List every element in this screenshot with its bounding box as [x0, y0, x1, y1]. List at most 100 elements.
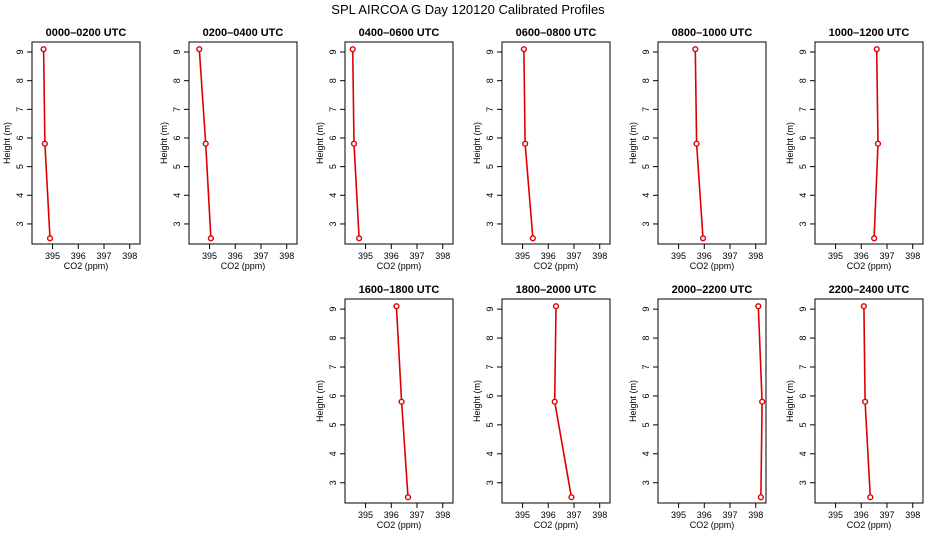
plot-frame	[501, 298, 611, 504]
x-tick-label: 395	[45, 251, 60, 261]
data-point	[860, 303, 867, 310]
data-point	[551, 398, 558, 405]
y-tick-label: 3	[485, 480, 495, 485]
figure-title: SPL AIRCOA G Day 120120 Calibrated Profi…	[331, 2, 605, 17]
plot-frame	[657, 298, 767, 504]
y-tick-label: 7	[485, 107, 495, 112]
y-axis-label: Height (m)	[472, 122, 482, 164]
x-tick-label: 397	[722, 251, 737, 261]
x-tick-label: 397	[409, 510, 424, 520]
x-tick-label: 398	[592, 510, 607, 520]
data-point	[41, 140, 48, 147]
x-axis-label: CO2 (ppm)	[534, 261, 579, 271]
x-tick-label: 395	[515, 251, 530, 261]
x-axis-label: CO2 (ppm)	[534, 520, 579, 530]
y-tick-label: 6	[641, 393, 651, 398]
data-point	[873, 46, 880, 53]
x-tick-label: 396	[854, 510, 869, 520]
y-tick-label: 6	[328, 135, 338, 140]
y-tick-label: 5	[485, 422, 495, 427]
y-tick-label: 3	[328, 480, 338, 485]
y-tick-label: 6	[798, 393, 808, 398]
data-point	[40, 46, 47, 53]
data-point	[871, 235, 878, 242]
y-axis-label: Height (m)	[2, 122, 12, 164]
y-tick-label: 3	[798, 480, 808, 485]
y-tick-label: 9	[641, 50, 651, 55]
profile-panel: 0200–0400 UTC 395 396 397 398 3 4 5 6 7 8 9 CO2 (ppm…	[159, 27, 298, 271]
data-point	[356, 235, 363, 242]
data-point	[196, 46, 203, 53]
y-tick-label: 6	[328, 393, 338, 398]
y-tick-label: 5	[641, 422, 651, 427]
y-axis-label: Height (m)	[472, 380, 482, 422]
y-tick-label: 8	[328, 336, 338, 341]
y-tick-label: 8	[798, 78, 808, 83]
plot-frame	[31, 41, 141, 245]
y-tick-label: 3	[172, 221, 182, 226]
y-tick-label: 5	[641, 164, 651, 169]
plot-frame	[814, 41, 924, 245]
y-tick-label: 5	[328, 422, 338, 427]
y-axis-label: Height (m)	[628, 380, 638, 422]
y-tick-label: 4	[641, 193, 651, 198]
y-tick-label: 8	[15, 78, 25, 83]
y-tick-label: 3	[641, 480, 651, 485]
y-tick-label: 3	[485, 221, 495, 226]
y-tick-label: 8	[485, 336, 495, 341]
x-tick-label: 396	[697, 510, 712, 520]
panel-title: 2000–2200 UTC	[672, 284, 753, 296]
x-axis-label: CO2 (ppm)	[847, 261, 892, 271]
x-tick-label: 397	[879, 251, 894, 261]
y-tick-label: 5	[798, 164, 808, 169]
y-tick-label: 4	[172, 193, 182, 198]
x-tick-label: 395	[671, 251, 686, 261]
y-tick-label: 8	[641, 78, 651, 83]
x-tick-label: 398	[435, 251, 450, 261]
panel-title: 0400–0600 UTC	[359, 27, 440, 39]
panel-title: 0600–0800 UTC	[516, 27, 597, 39]
data-point	[350, 140, 358, 147]
x-tick-label: 396	[71, 251, 86, 261]
y-tick-label: 9	[798, 307, 808, 312]
data-point	[202, 140, 209, 147]
x-tick-label: 398	[592, 251, 607, 261]
data-point	[398, 398, 405, 405]
x-tick-label: 398	[748, 251, 763, 261]
plot-frame	[344, 41, 454, 245]
x-tick-label: 398	[279, 251, 294, 261]
y-tick-label: 3	[641, 221, 651, 226]
y-tick-label: 7	[328, 364, 338, 369]
data-point	[755, 303, 762, 310]
data-point	[568, 494, 575, 501]
profile-panel: 2200–2400 UTC 395 396 397 398 3 4 5 6 7 8 9 CO2 (ppm…	[785, 284, 924, 530]
y-tick-label: 7	[641, 107, 651, 112]
data-point	[693, 140, 700, 147]
y-tick-label: 6	[798, 135, 808, 140]
plot-frame	[814, 298, 924, 504]
x-tick-label: 396	[384, 510, 399, 520]
data-point	[207, 235, 214, 242]
y-tick-label: 8	[328, 78, 338, 83]
profile-panel: 1600–1800 UTC 395 396 397 398 3 4 5 6 7 8 9 CO2 (ppm…	[315, 284, 454, 530]
x-tick-label: 397	[409, 251, 424, 261]
y-tick-label: 6	[172, 135, 182, 140]
x-tick-label: 398	[905, 251, 920, 261]
x-axis-label: CO2 (ppm)	[690, 261, 735, 271]
profile-panel: 0000–0200 UTC 395 396 397 398 3 4 5 6 7 8 9 CO2 (ppm…	[2, 27, 141, 271]
data-point	[862, 398, 869, 405]
x-tick-label: 395	[202, 251, 217, 261]
y-axis-label: Height (m)	[785, 122, 795, 164]
x-tick-label: 395	[671, 510, 686, 520]
data-point	[874, 140, 882, 147]
x-tick-label: 395	[358, 251, 373, 261]
data-point	[529, 235, 536, 242]
x-tick-label: 398	[748, 510, 763, 520]
panel-title: 2200–2400 UTC	[829, 284, 910, 296]
profile-panel: 2000–2200 UTC 395 396 397 398 3 4 5 6 7 8 9 CO2 (ppm…	[628, 284, 767, 530]
y-tick-label: 4	[485, 451, 495, 456]
y-tick-label: 9	[798, 50, 808, 55]
plot-frame	[657, 41, 767, 245]
y-axis-label: Height (m)	[628, 122, 638, 164]
data-point	[46, 235, 54, 242]
